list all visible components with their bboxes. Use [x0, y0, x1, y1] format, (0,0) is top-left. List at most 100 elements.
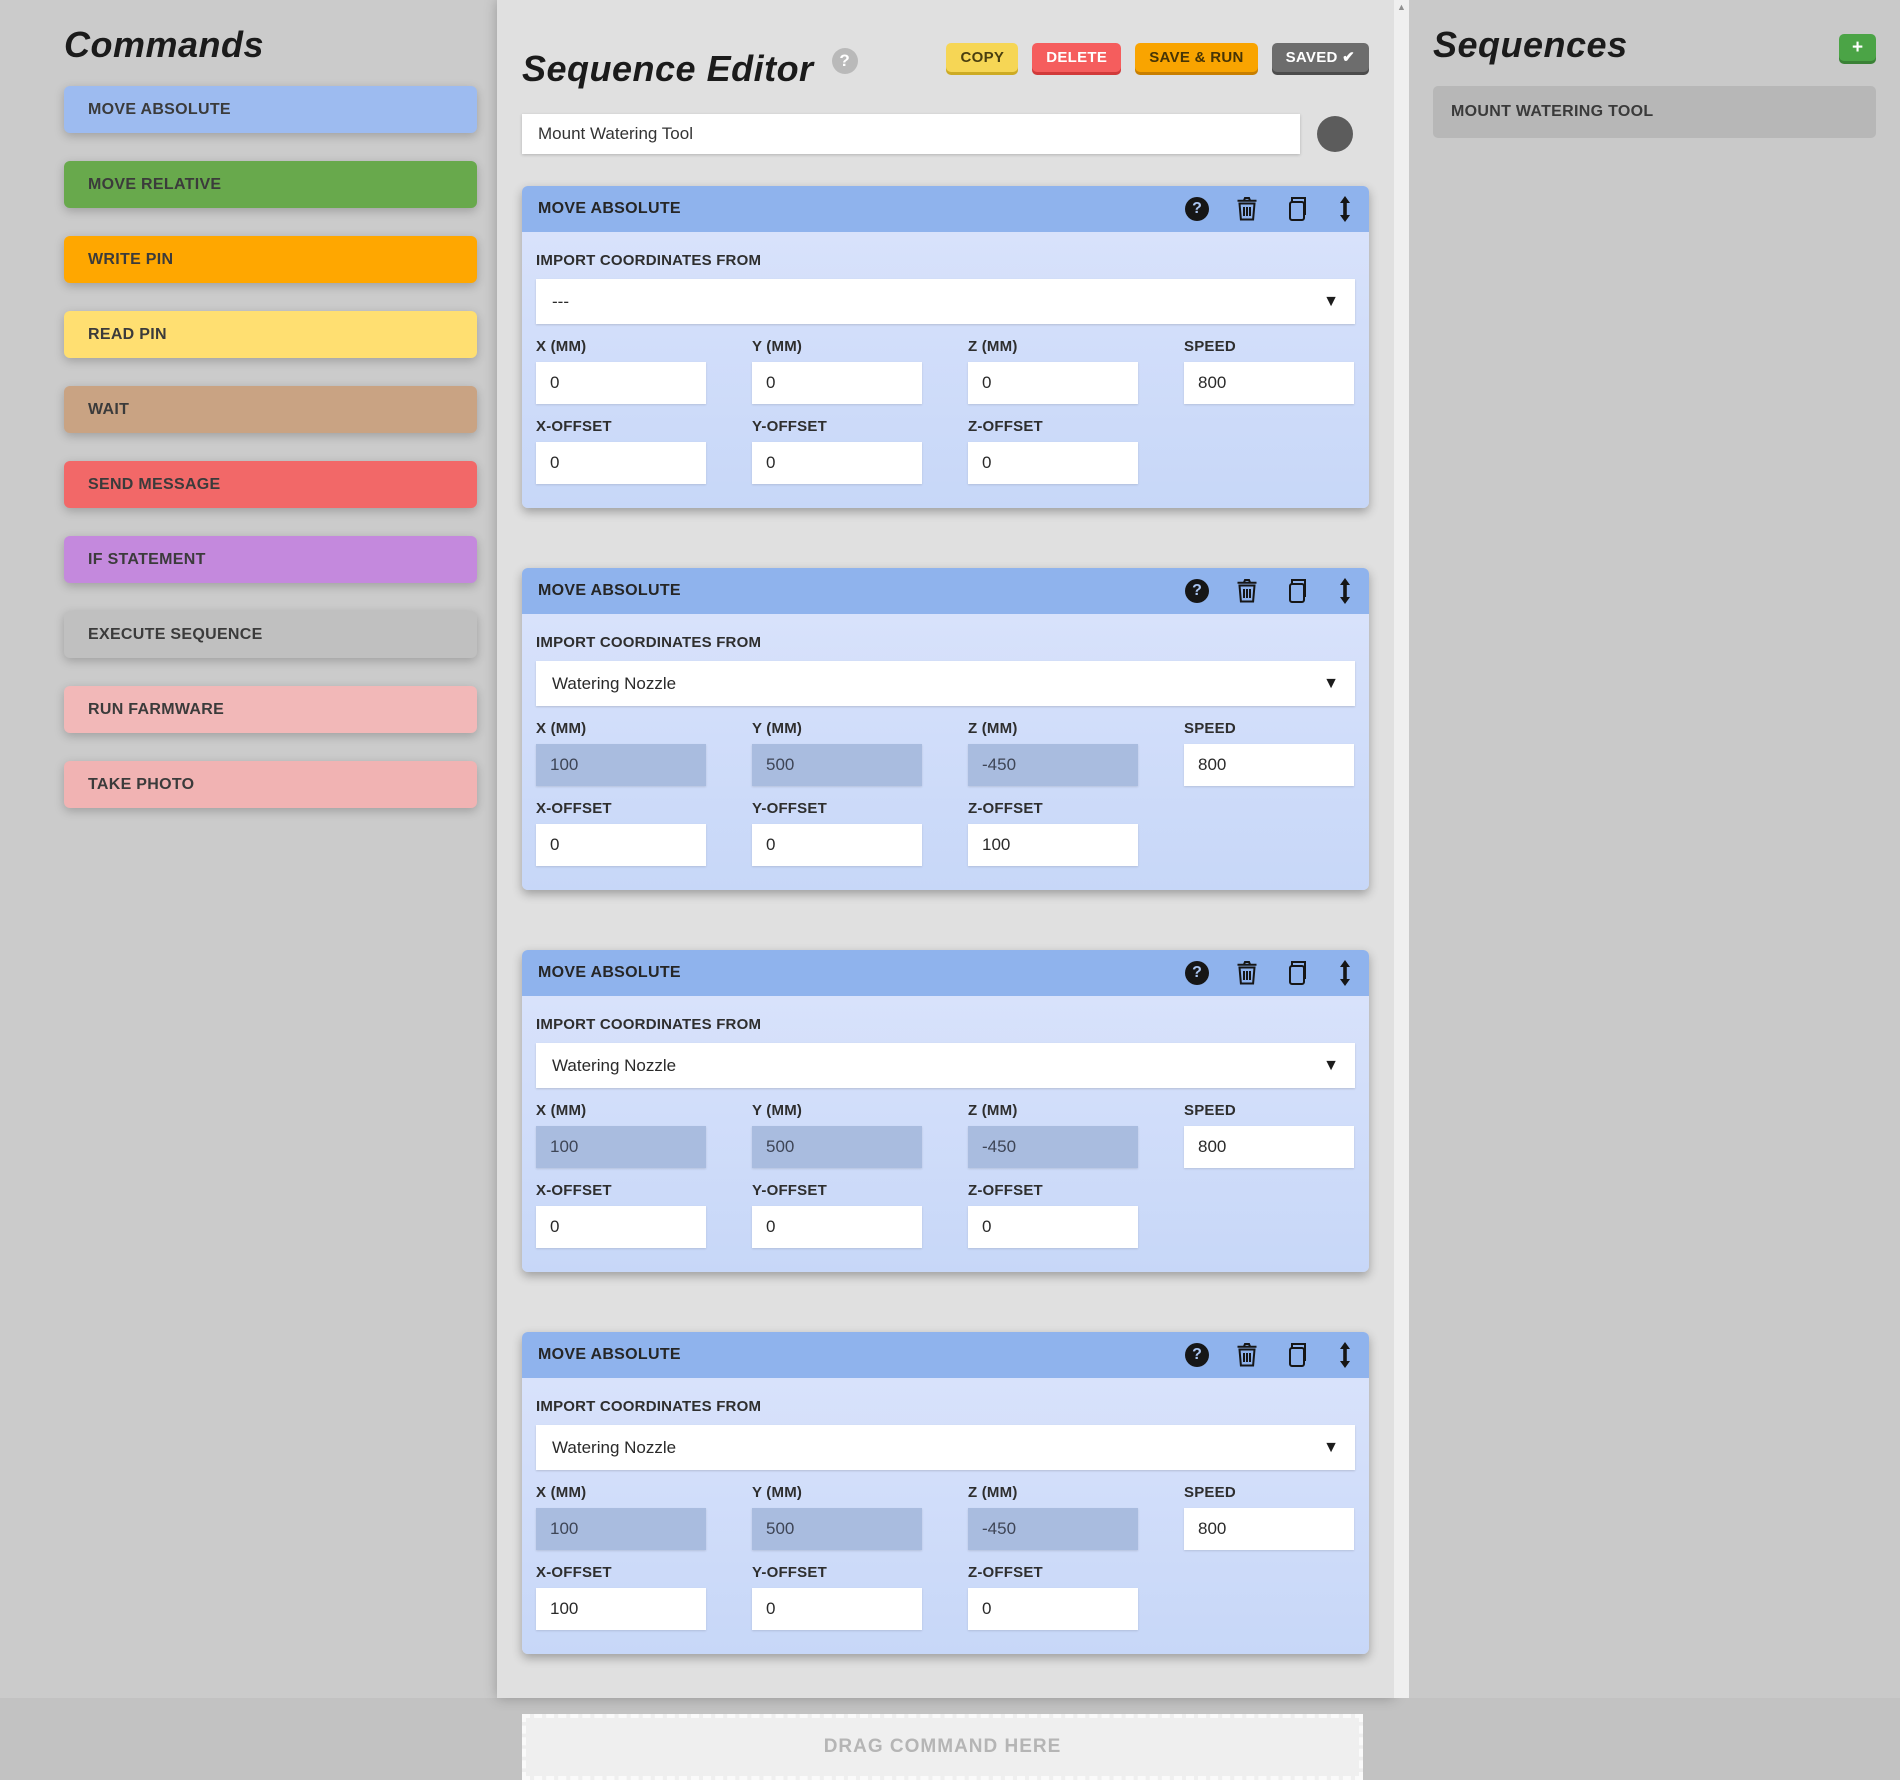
z-offset-label: Z-OFFSET [968, 418, 1043, 435]
x-label: X (MM) [536, 338, 587, 355]
help-icon[interactable]: ? [1185, 579, 1209, 603]
move-vertical-icon[interactable] [1337, 1341, 1353, 1369]
move-vertical-icon[interactable] [1337, 195, 1353, 223]
drop-zone[interactable]: DRAG COMMAND HERE [522, 1714, 1363, 1780]
command-write-pin[interactable]: WRITE PIN [64, 236, 477, 283]
step-icons: ? [1185, 195, 1353, 223]
y-input[interactable] [752, 1508, 922, 1550]
saved-button[interactable]: SAVED ✔ [1271, 42, 1369, 72]
command-execute-sequence[interactable]: EXECUTE SEQUENCE [64, 611, 477, 658]
y-offset-label: Y-OFFSET [752, 800, 827, 817]
command-move-relative[interactable]: MOVE RELATIVE [64, 161, 477, 208]
step-card: MOVE ABSOLUTE ? [522, 186, 1369, 508]
coordinate-fields: X (MM) Y (MM) Z (MM) SPEED X-OFFSET Y-OF… [536, 1484, 1355, 1630]
x-offset-input[interactable] [536, 824, 706, 866]
help-icon[interactable]: ? [1185, 197, 1209, 221]
copy-icon[interactable] [1285, 1341, 1311, 1369]
z-input[interactable] [968, 1126, 1138, 1168]
step-header: MOVE ABSOLUTE ? [522, 568, 1369, 614]
save-and-run-button[interactable]: SAVE & RUN [1135, 42, 1258, 72]
import-coordinates-select[interactable]: Watering Nozzle ▼ [536, 661, 1355, 706]
command-take-photo[interactable]: TAKE PHOTO [64, 761, 477, 808]
help-icon[interactable]: ? [1185, 1343, 1209, 1367]
z-offset-input[interactable] [968, 824, 1138, 866]
sequence-item-mount-watering-tool[interactable]: MOUNT WATERING TOOL [1433, 86, 1876, 138]
editor-title: Sequence Editor [522, 48, 814, 89]
command-label: TAKE PHOTO [88, 775, 195, 793]
y-offset-input[interactable] [752, 1588, 922, 1630]
y-input[interactable] [752, 362, 922, 404]
add-sequence-button[interactable]: + [1839, 34, 1876, 61]
z-input[interactable] [968, 362, 1138, 404]
x-input[interactable] [536, 1126, 706, 1168]
trash-icon[interactable] [1235, 578, 1259, 604]
import-coordinates-select[interactable]: Watering Nozzle ▼ [536, 1425, 1355, 1470]
sequence-name-input[interactable] [522, 114, 1300, 154]
x-offset-input[interactable] [536, 442, 706, 484]
delete-button[interactable]: DELETE [1032, 42, 1122, 72]
command-label: MOVE RELATIVE [88, 175, 222, 193]
x-input[interactable] [536, 744, 706, 786]
speed-input[interactable] [1184, 744, 1354, 786]
z-input[interactable] [968, 1508, 1138, 1550]
editor-help-icon[interactable]: ? [831, 48, 858, 74]
z-offset-label: Z-OFFSET [968, 800, 1043, 817]
y-label: Y (MM) [752, 338, 803, 355]
y-input[interactable] [752, 1126, 922, 1168]
command-if-statement[interactable]: IF STATEMENT [64, 536, 477, 583]
z-offset-input[interactable] [968, 1588, 1138, 1630]
vertical-scrollbar[interactable]: ▲ [1394, 0, 1409, 1698]
y-offset-input[interactable] [752, 824, 922, 866]
y-label: Y (MM) [752, 1484, 803, 1501]
import-coordinates-select[interactable]: Watering Nozzle ▼ [536, 1043, 1355, 1088]
scroll-up-arrow-icon[interactable]: ▲ [1397, 2, 1406, 12]
z-offset-input[interactable] [968, 1206, 1138, 1248]
step-icons: ? [1185, 959, 1353, 987]
command-wait[interactable]: WAIT [64, 386, 477, 433]
y-label: Y (MM) [752, 720, 803, 737]
step-icons: ? [1185, 577, 1353, 605]
import-coordinates-select[interactable]: --- ▼ [536, 279, 1355, 324]
trash-icon[interactable] [1235, 960, 1259, 986]
chevron-down-icon: ▼ [1323, 1056, 1339, 1074]
x-offset-input[interactable] [536, 1206, 706, 1248]
coordinate-fields: X (MM) Y (MM) Z (MM) SPEED X-OFFSET Y-OF… [536, 338, 1355, 484]
speed-input[interactable] [1184, 362, 1354, 404]
move-vertical-icon[interactable] [1337, 577, 1353, 605]
copy-icon[interactable] [1285, 959, 1311, 987]
command-label: SEND MESSAGE [88, 475, 221, 493]
command-send-message[interactable]: SEND MESSAGE [64, 461, 477, 508]
command-read-pin[interactable]: READ PIN [64, 311, 477, 358]
command-label: WAIT [88, 400, 130, 418]
command-move-absolute[interactable]: MOVE ABSOLUTE [64, 86, 477, 133]
x-input[interactable] [536, 1508, 706, 1550]
y-offset-label: Y-OFFSET [752, 1564, 827, 1581]
step-body: IMPORT COORDINATES FROM --- ▼ X (MM) Y (… [522, 232, 1369, 508]
import-coordinates-value: --- [552, 291, 569, 311]
x-offset-input[interactable] [536, 1588, 706, 1630]
import-label: IMPORT COORDINATES FROM [536, 252, 762, 269]
copy-icon[interactable] [1285, 195, 1311, 223]
command-run-farmware[interactable]: RUN FARMWARE [64, 686, 477, 733]
speed-label: SPEED [1184, 720, 1236, 737]
y-offset-input[interactable] [752, 1206, 922, 1248]
trash-icon[interactable] [1235, 1342, 1259, 1368]
move-vertical-icon[interactable] [1337, 959, 1353, 987]
commands-title: Commands [64, 24, 265, 65]
chevron-down-icon: ▼ [1323, 292, 1339, 310]
copy-button[interactable]: COPY [946, 42, 1019, 72]
z-offset-input[interactable] [968, 442, 1138, 484]
y-input[interactable] [752, 744, 922, 786]
sequence-color-swatch-icon[interactable] [1317, 116, 1353, 152]
x-input[interactable] [536, 362, 706, 404]
copy-icon[interactable] [1285, 577, 1311, 605]
speed-input[interactable] [1184, 1126, 1354, 1168]
z-input[interactable] [968, 744, 1138, 786]
y-offset-input[interactable] [752, 442, 922, 484]
step-title: MOVE ABSOLUTE [538, 200, 681, 217]
chevron-down-icon: ▼ [1323, 674, 1339, 692]
help-icon[interactable]: ? [1185, 961, 1209, 985]
speed-input[interactable] [1184, 1508, 1354, 1550]
trash-icon[interactable] [1235, 196, 1259, 222]
commands-panel: Commands MOVE ABSOLUTE MOVE RELATIVE WRI… [0, 0, 497, 1698]
